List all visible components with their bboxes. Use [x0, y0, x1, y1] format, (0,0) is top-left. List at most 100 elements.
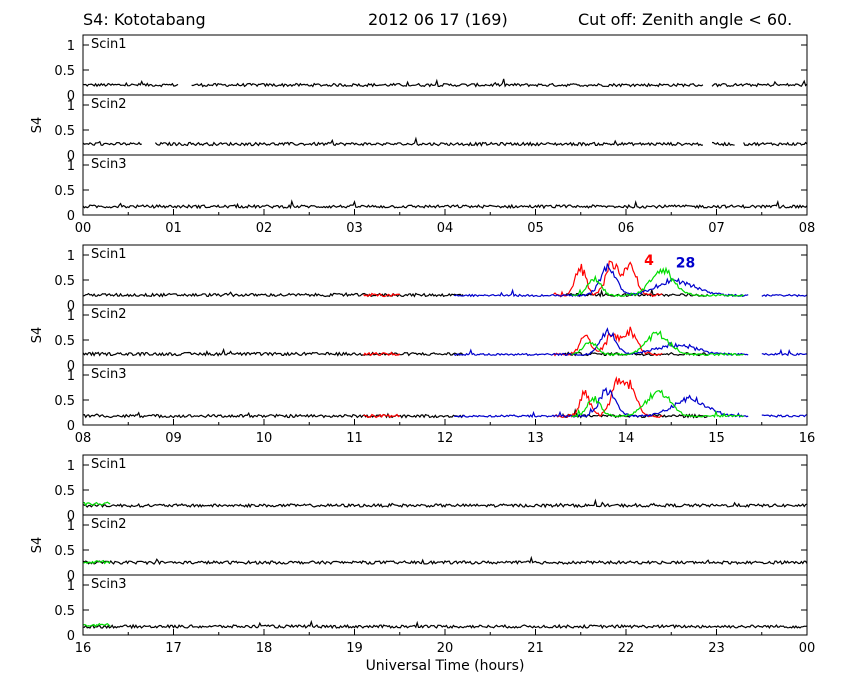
- series-line-black: [743, 141, 808, 147]
- series-line-blue: [453, 386, 749, 419]
- series-line-blue: [453, 327, 749, 357]
- x-tick-label: 17: [165, 641, 182, 656]
- series-line-black: [82, 411, 464, 419]
- panel-label: Scin3: [91, 577, 127, 592]
- series-line-black: [82, 291, 464, 298]
- x-tick-label: 05: [527, 221, 544, 236]
- series-line-green: [83, 501, 111, 507]
- series-line-blue: [453, 263, 749, 298]
- y-tick-label: 0.5: [54, 124, 75, 139]
- series-line-black: [154, 136, 703, 147]
- satellite-annotation: 4: [644, 253, 654, 269]
- series-line-black: [82, 140, 142, 146]
- x-tick-label: 01: [165, 221, 182, 236]
- x-tick-label: 00: [75, 221, 92, 236]
- series-line-blue: [761, 293, 808, 298]
- x-tick-label: 16: [75, 641, 92, 656]
- y-tick-label: 0: [67, 209, 75, 224]
- panel-scin2: 0 0.5 1 Scin2 S4: [30, 514, 808, 584]
- series-line-green: [571, 389, 744, 418]
- series-line-black: [711, 79, 808, 88]
- series-line-black: [191, 78, 704, 88]
- panel-label: Scin1: [91, 37, 127, 52]
- panel-scin1: 0 0.5 1 Scin1: [54, 454, 808, 524]
- panel-label: Scin3: [91, 367, 127, 382]
- series-line-black: [562, 351, 708, 357]
- series-line-black: [82, 79, 179, 88]
- panel-label: Scin3: [91, 157, 127, 172]
- x-tick-label: 23: [708, 641, 725, 656]
- x-tick-label: 06: [618, 221, 635, 236]
- panel-group-2: 0 0.5 1 Scin1 0 0.5 1 Scin2 S4 0 0.5 1 Scin3 08 09 10 11…: [30, 244, 816, 446]
- series-line-green: [83, 559, 111, 565]
- series-line-green: [82, 622, 111, 628]
- x-axis-label: Universal Time (hours): [366, 658, 525, 674]
- panel-group-3: 0 0.5 1 Scin1 0 0.5 1 Scin2 S4 0 0.5 1 Scin3 16 17 18 19…: [30, 454, 816, 656]
- x-tick-label: 11: [346, 431, 363, 446]
- series-line-black: [82, 498, 808, 509]
- y-tick-label: 0: [67, 569, 75, 584]
- panel-frame: [82, 304, 808, 366]
- series-line-black: [82, 555, 808, 566]
- series-line-blue: [761, 413, 808, 418]
- y-tick-label: 0.5: [54, 274, 75, 289]
- x-tick-label: 13: [527, 431, 544, 446]
- x-tick-label: 15: [708, 431, 725, 446]
- y-tick-label: 1: [67, 159, 75, 174]
- y-tick-label: 0.5: [54, 334, 75, 349]
- x-tick-label: 10: [256, 431, 273, 446]
- y-tick-label: 0.5: [54, 484, 75, 499]
- y-tick-label: 1: [67, 519, 75, 534]
- panel-frame: [82, 514, 808, 576]
- panel-scin2: 0 0.5 1 Scin2 S4: [30, 304, 808, 374]
- y-tick-label: 0: [67, 89, 75, 104]
- series-line-green: [571, 330, 744, 357]
- x-tick-label: 08: [75, 431, 92, 446]
- x-tick-label: 22: [618, 641, 635, 656]
- y-tick-label: 1: [67, 39, 75, 54]
- series-line-black: [82, 347, 464, 357]
- y-tick-label: 1: [67, 369, 75, 384]
- panel-scin3: 0 0.5 1 Scin3: [54, 364, 808, 434]
- station-title: S4: Kototabang: [83, 10, 206, 29]
- panel-scin1: 0 0.5 1 Scin1: [54, 244, 808, 314]
- y-tick-label: 0.5: [54, 394, 75, 409]
- y-tick-label: 0: [67, 629, 75, 644]
- y-tick-label: 1: [67, 459, 75, 474]
- series-line-black: [82, 199, 808, 210]
- y-tick-label: 0: [67, 509, 75, 524]
- x-tick-label: 19: [346, 641, 363, 656]
- series-line-red: [363, 351, 401, 357]
- x-tick-label: 09: [165, 431, 182, 446]
- series-line-red: [363, 413, 401, 419]
- x-tick-label: 00: [799, 641, 816, 656]
- panel-scin1: 0 0.5 1 Scin1: [54, 34, 808, 104]
- y-tick-label: 0: [67, 149, 75, 164]
- series-line-red: [363, 292, 400, 298]
- series-line-red: [553, 260, 663, 298]
- x-tick-label: 08: [799, 221, 816, 236]
- panel-label: Scin1: [91, 247, 127, 262]
- series-line-red: [553, 375, 663, 419]
- y-tick-label: 0: [67, 419, 75, 434]
- panel-scin3: 0 0.5 1 Scin3: [54, 154, 808, 224]
- series-line-black: [82, 619, 808, 630]
- x-tick-label: 12: [437, 431, 454, 446]
- x-tick-label: 02: [256, 221, 273, 236]
- series-line-blue: [761, 348, 808, 357]
- x-tick-label: 04: [437, 221, 454, 236]
- y-tick-label: 0.5: [54, 64, 75, 79]
- y-tick-label: 0: [67, 359, 75, 374]
- y-tick-label: 1: [67, 249, 75, 264]
- x-tick-label: 14: [618, 431, 635, 446]
- y-axis-label: S4: [30, 537, 45, 554]
- y-tick-label: 1: [67, 99, 75, 114]
- panel-label: Scin2: [91, 97, 127, 112]
- series-line-green: [571, 266, 745, 298]
- series-line-black: [711, 141, 735, 147]
- panel-group-1: 0 0.5 1 Scin1 0 0.5 1 Scin2 S4 0 0.5 1 Scin3 00 01 02 03…: [30, 34, 816, 236]
- panel-scin2: 0 0.5 1 Scin2 S4: [30, 94, 808, 164]
- x-tick-label: 16: [799, 431, 816, 446]
- panel-frame: [82, 94, 808, 156]
